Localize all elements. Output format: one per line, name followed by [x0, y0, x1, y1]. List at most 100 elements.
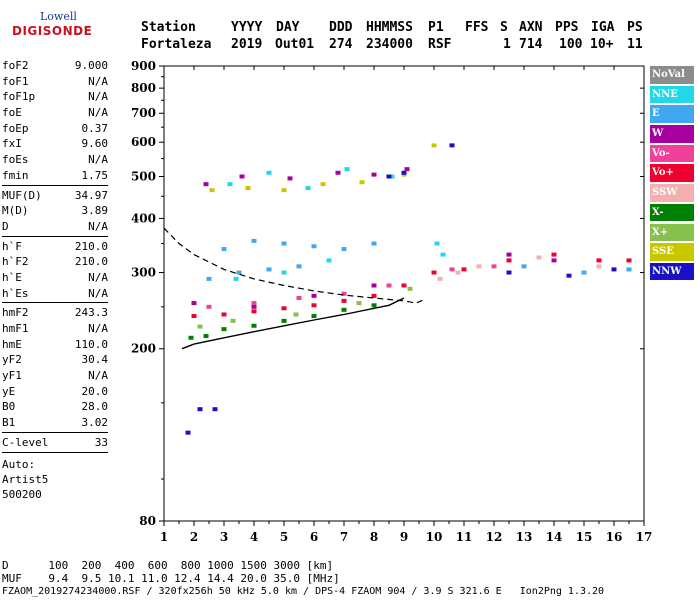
y-tick-label: 80 — [139, 514, 156, 528]
param-value: 28.0 — [81, 400, 109, 414]
param-key: foEp — [2, 121, 29, 135]
echo-point-w — [371, 172, 377, 177]
header-value-ps: 11 — [627, 37, 643, 52]
header-value-axn: 714 — [519, 37, 543, 52]
polarization-legend: NoVal NNE E W Vo- Vo+ SSW X- X+ SSE NNW — [650, 66, 694, 283]
echo-point-x- — [407, 286, 413, 291]
param-row: D N/A — [2, 219, 108, 235]
header-value-p1: RSF — [428, 37, 452, 52]
echo-point-x- — [188, 335, 194, 340]
echo-point-vo- — [251, 301, 257, 306]
lowell-digisonde-logo: Lowell DIGISONDE — [6, 10, 92, 44]
x-tick-label: 16 — [606, 530, 623, 544]
header-label-station: Station — [141, 20, 196, 35]
echo-point-e — [221, 246, 227, 251]
header-value-station: Fortaleza — [141, 37, 212, 52]
header-value-year: 2019 — [231, 37, 263, 52]
x-tick-label: 14 — [546, 530, 563, 544]
echo-point-nnw — [611, 267, 617, 272]
echo-point-w — [191, 301, 197, 306]
echo-point-vo- — [461, 267, 467, 272]
x-tick-label: 4 — [250, 530, 258, 544]
param-key: fmin — [2, 168, 29, 182]
param-row: hmE 110.0 — [2, 337, 108, 353]
legend-item-nne: NNE — [650, 85, 694, 104]
echo-point-ssw — [476, 264, 482, 269]
param-row: foF1 N/A — [2, 74, 108, 90]
param-row: fmin 1.75 — [2, 168, 108, 184]
param-row: B1 3.02 — [2, 415, 108, 431]
param-key: yF1 — [2, 369, 22, 383]
echo-point-vo- — [431, 270, 437, 275]
echo-point-vo- — [341, 291, 347, 296]
header-label-year: YYYY — [231, 20, 263, 35]
echo-point-w — [404, 167, 410, 172]
param-row: h`Es N/A — [2, 286, 108, 302]
echo-point-e — [626, 267, 632, 272]
echo-point-w — [551, 258, 557, 263]
echo-point-nnw — [197, 407, 203, 412]
echo-point-nne — [305, 186, 311, 191]
auto-version: 500200 — [2, 487, 42, 501]
muf-scale-line: MUF 9.4 9.5 10.1 11.0 12.4 14.4 20.0 35.… — [2, 572, 340, 585]
echo-point-w — [239, 174, 245, 179]
echo-point-sse — [359, 180, 365, 185]
legend-item-x-: X- — [650, 203, 694, 222]
echo-point-x- — [371, 303, 377, 308]
legend-item-noval: NoVal — [650, 66, 694, 84]
echo-point-e — [581, 270, 587, 275]
legend-item-nnw: NNW — [650, 262, 694, 281]
x-tick-label: 5 — [280, 530, 288, 544]
echo-point-w — [287, 176, 293, 181]
param-row: C-level 33 — [2, 435, 108, 451]
echo-point-e — [341, 246, 347, 251]
echo-point-nnw — [449, 143, 455, 148]
param-key: h`E — [2, 270, 22, 284]
param-key: yE — [2, 384, 16, 398]
x-tick-label: 7 — [340, 530, 348, 544]
echo-point-nne — [440, 252, 446, 257]
echo-point-w — [203, 182, 209, 187]
echo-point-x- — [311, 314, 317, 319]
echo-point-e — [281, 241, 287, 246]
echo-point-e — [296, 264, 302, 269]
param-row: foEp 0.37 — [2, 121, 108, 137]
param-row: hmF1 N/A — [2, 321, 108, 337]
param-row: h`F2 210.0 — [2, 254, 108, 270]
echo-point-vo- — [221, 312, 227, 317]
param-value: N/A — [88, 369, 108, 383]
echo-point-nne — [434, 241, 440, 246]
header-label-pps: PPS — [555, 20, 579, 35]
plot-frame — [163, 65, 645, 522]
param-key: foEs — [2, 153, 29, 167]
auto-program: Artist5 — [2, 472, 49, 486]
echo-point-vo- — [626, 258, 632, 263]
legend-item-e: E — [650, 105, 694, 123]
logo-line2: DIGISONDE — [12, 24, 93, 38]
legend-item-ssw: SSW — [650, 184, 694, 202]
legend-item-x-: X+ — [650, 223, 694, 241]
model-dashed-curve — [163, 227, 426, 304]
param-row: fxI 9.60 — [2, 136, 108, 152]
y-tick-label: 200 — [131, 342, 156, 356]
echo-point-nnw — [185, 430, 191, 435]
header-value-iga: 10+ — [590, 37, 614, 52]
param-key: hmF2 — [2, 306, 29, 320]
logo-line1: Lowell — [40, 10, 77, 23]
param-value: 9.000 — [74, 59, 108, 72]
param-key: h`F2 — [2, 255, 29, 269]
param-value: 20.0 — [81, 384, 109, 398]
echo-point-vo- — [551, 252, 557, 257]
param-key: foF1 — [2, 74, 29, 88]
echo-point-x- — [356, 301, 362, 306]
echo-point-x- — [281, 318, 287, 323]
param-key: h`Es — [2, 286, 29, 300]
echo-point-sse — [245, 186, 251, 191]
param-value: N/A — [88, 286, 108, 300]
header-label-iga: IGA — [591, 20, 615, 35]
echo-point-nne — [281, 270, 287, 275]
echo-point-ssw — [536, 255, 542, 260]
echo-point-e — [251, 238, 257, 243]
echo-point-vo- — [596, 258, 602, 263]
echo-point-vo- — [311, 303, 317, 308]
